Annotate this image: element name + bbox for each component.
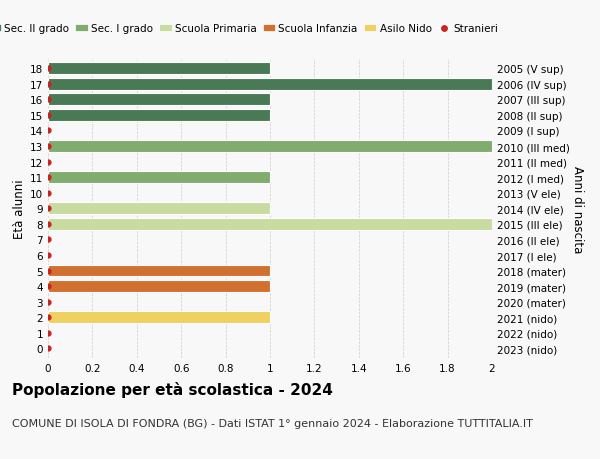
Bar — [48, 172, 270, 184]
Y-axis label: Anni di nascita: Anni di nascita — [571, 165, 584, 252]
Bar — [48, 94, 270, 106]
Bar — [48, 265, 270, 277]
Bar — [48, 78, 492, 90]
Legend: Sec. II grado, Sec. I grado, Scuola Primaria, Scuola Infanzia, Asilo Nido, Stran: Sec. II grado, Sec. I grado, Scuola Prim… — [0, 20, 502, 39]
Y-axis label: Età alunni: Età alunni — [13, 179, 26, 239]
Bar — [48, 203, 270, 215]
Bar — [48, 281, 270, 292]
Bar — [48, 110, 270, 122]
Bar — [48, 312, 270, 324]
Text: COMUNE DI ISOLA DI FONDRA (BG) - Dati ISTAT 1° gennaio 2024 - Elaborazione TUTTI: COMUNE DI ISOLA DI FONDRA (BG) - Dati IS… — [12, 418, 533, 428]
Bar — [48, 141, 492, 152]
Text: Popolazione per età scolastica - 2024: Popolazione per età scolastica - 2024 — [12, 381, 333, 397]
Bar — [48, 218, 492, 230]
Bar — [48, 63, 270, 75]
